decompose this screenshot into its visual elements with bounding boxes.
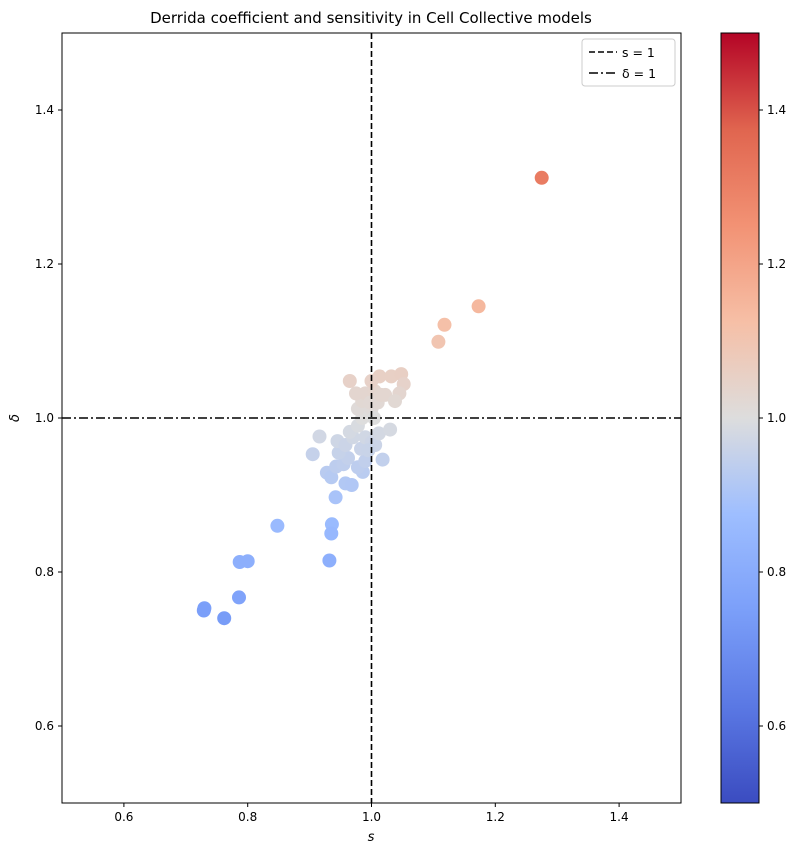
- scatter-point: [324, 526, 339, 541]
- colorbar-tick-label: 1.4: [767, 103, 786, 117]
- scatter-point: [270, 518, 285, 533]
- scatter-point: [371, 426, 386, 441]
- scatter-point: [534, 170, 549, 185]
- scatter-point: [431, 334, 446, 349]
- scatter-point: [344, 478, 359, 492]
- x-tick-label: 1.2: [486, 810, 505, 824]
- scatter-point: [349, 386, 363, 401]
- x-axis-label: s: [368, 830, 375, 845]
- y-axis-label: δ: [8, 414, 23, 422]
- colorbar-tick-label: 1.2: [767, 257, 786, 271]
- scatter-point: [358, 454, 373, 469]
- y-tick-label: 0.8: [35, 565, 54, 579]
- chart-title: Derrida coefficient and sensitivity in C…: [150, 9, 592, 27]
- scatter-point: [312, 429, 327, 444]
- scatter-point: [373, 387, 388, 402]
- scatter-point: [383, 422, 398, 437]
- scatter-point: [232, 590, 246, 605]
- scatter-points: [196, 170, 549, 626]
- y-tick-label: 0.6: [35, 719, 54, 733]
- legend: s = 1 δ = 1: [581, 38, 676, 87]
- colorbar-ticks: 0.6 0.8 1.0 1.2 1.4: [759, 103, 786, 733]
- x-tick-label: 1.4: [610, 810, 629, 824]
- scatter-point: [437, 317, 452, 332]
- y-tick-label: 1.2: [35, 257, 54, 271]
- y-axis-ticks: 0.6 0.8 1.0 1.2 1.4: [35, 103, 62, 733]
- x-tick-label: 0.8: [238, 810, 257, 824]
- scatter-point: [363, 395, 378, 410]
- scatter-point: [361, 443, 376, 458]
- legend-box: [581, 38, 676, 87]
- scatter-point: [322, 553, 337, 568]
- scatter-point: [196, 603, 211, 618]
- scatter-point: [388, 394, 402, 409]
- scatter-point: [240, 554, 255, 569]
- x-tick-label: 0.6: [114, 810, 133, 824]
- scatter-point: [324, 470, 339, 485]
- legend-label-s: s = 1: [622, 45, 655, 60]
- legend-label-delta: δ = 1: [622, 66, 656, 81]
- scatter-point: [217, 611, 232, 626]
- y-tick-label: 1.0: [35, 411, 54, 425]
- x-tick-label: 1.0: [362, 810, 381, 824]
- scatter-point: [305, 447, 320, 462]
- scatter-point: [375, 452, 390, 467]
- y-tick-label: 1.4: [35, 103, 54, 117]
- scatter-point: [342, 374, 357, 388]
- colorbar: [720, 32, 760, 804]
- colorbar-tick-label: 1.0: [767, 411, 786, 425]
- scatter-point: [328, 490, 343, 505]
- x-axis-ticks: 0.6 0.8 1.0 1.2 1.4: [114, 803, 629, 824]
- scatter-point: [471, 299, 486, 314]
- colorbar-tick-label: 0.8: [767, 565, 786, 579]
- colorbar-tick-label: 0.6: [767, 719, 786, 733]
